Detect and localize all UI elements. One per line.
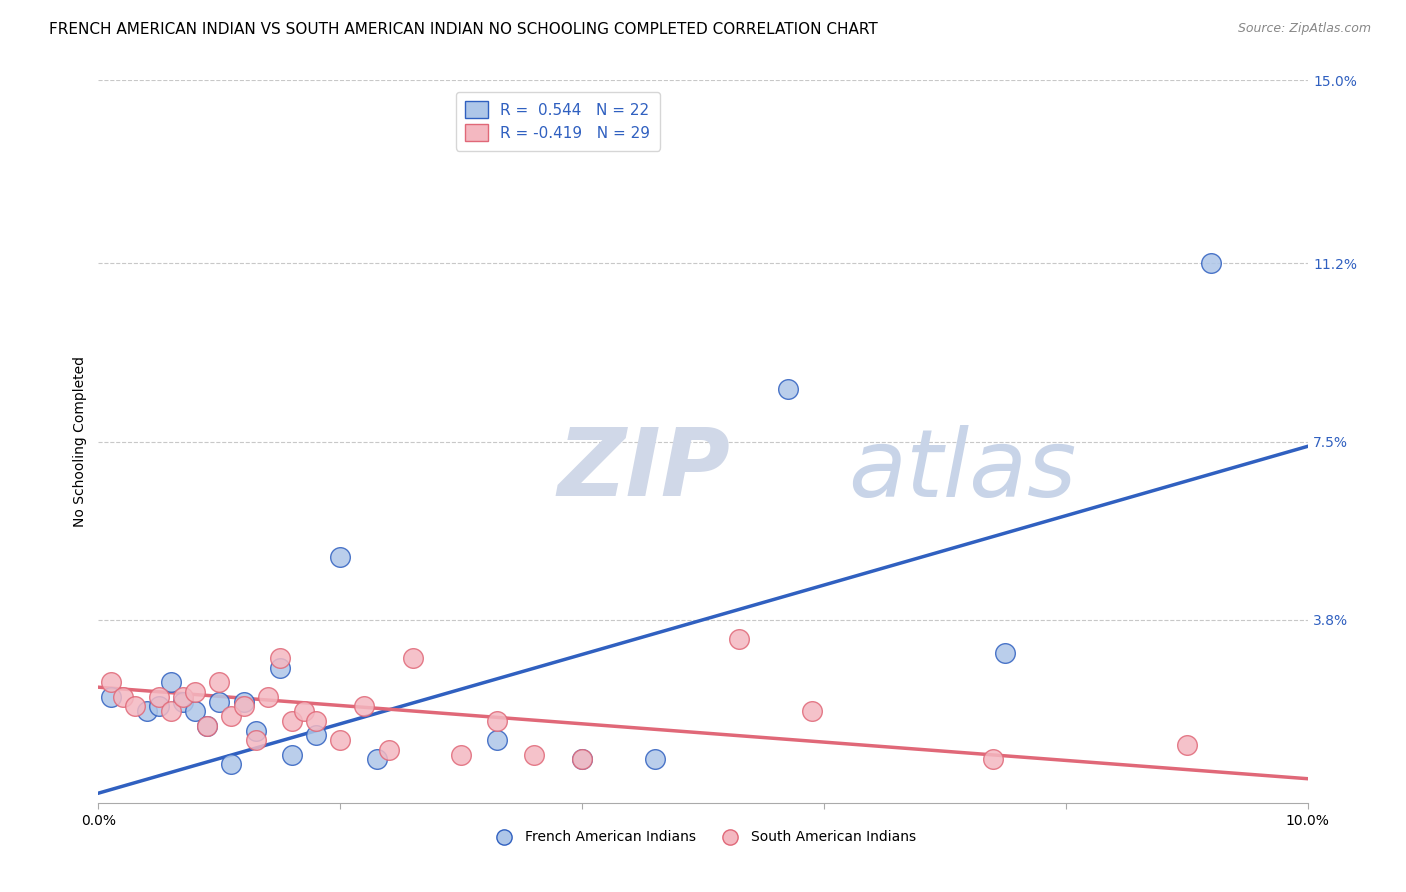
Text: Source: ZipAtlas.com: Source: ZipAtlas.com: [1237, 22, 1371, 36]
Y-axis label: No Schooling Completed: No Schooling Completed: [73, 356, 87, 527]
Point: [644, 752, 666, 766]
Point: [232, 695, 254, 709]
Point: [269, 651, 291, 665]
Point: [245, 733, 267, 747]
Point: [1199, 256, 1222, 270]
Point: [523, 747, 546, 762]
Point: [221, 709, 243, 723]
Point: [221, 757, 243, 772]
Text: FRENCH AMERICAN INDIAN VS SOUTH AMERICAN INDIAN NO SCHOOLING COMPLETED CORRELATI: FRENCH AMERICAN INDIAN VS SOUTH AMERICAN…: [49, 22, 877, 37]
Point: [305, 728, 328, 742]
Point: [160, 675, 183, 690]
Point: [486, 714, 509, 728]
Point: [281, 747, 304, 762]
Point: [486, 733, 509, 747]
Point: [195, 719, 218, 733]
Point: [377, 743, 399, 757]
Point: [160, 704, 183, 718]
Point: [184, 685, 207, 699]
Point: [281, 714, 304, 728]
Point: [292, 704, 315, 718]
Point: [135, 704, 157, 718]
Point: [366, 752, 388, 766]
Point: [232, 699, 254, 714]
Point: [981, 752, 1004, 766]
Point: [269, 661, 291, 675]
Legend: French American Indians, South American Indians: French American Indians, South American …: [484, 825, 922, 850]
Point: [172, 695, 194, 709]
Point: [195, 719, 218, 733]
Point: [329, 550, 352, 565]
Point: [571, 752, 593, 766]
Text: atlas: atlas: [848, 425, 1077, 516]
Point: [148, 690, 170, 704]
Point: [305, 714, 328, 728]
Point: [245, 723, 267, 738]
Point: [208, 695, 231, 709]
Point: [329, 733, 352, 747]
Point: [100, 690, 122, 704]
Text: ZIP: ZIP: [558, 425, 731, 516]
Point: [100, 675, 122, 690]
Point: [124, 699, 146, 714]
Point: [111, 690, 134, 704]
Point: [800, 704, 823, 718]
Point: [184, 704, 207, 718]
Point: [776, 382, 799, 396]
Point: [353, 699, 375, 714]
Point: [402, 651, 425, 665]
Point: [172, 690, 194, 704]
Point: [1175, 738, 1198, 752]
Point: [256, 690, 278, 704]
Point: [208, 675, 231, 690]
Point: [994, 647, 1017, 661]
Point: [450, 747, 472, 762]
Point: [728, 632, 751, 646]
Point: [148, 699, 170, 714]
Point: [571, 752, 593, 766]
